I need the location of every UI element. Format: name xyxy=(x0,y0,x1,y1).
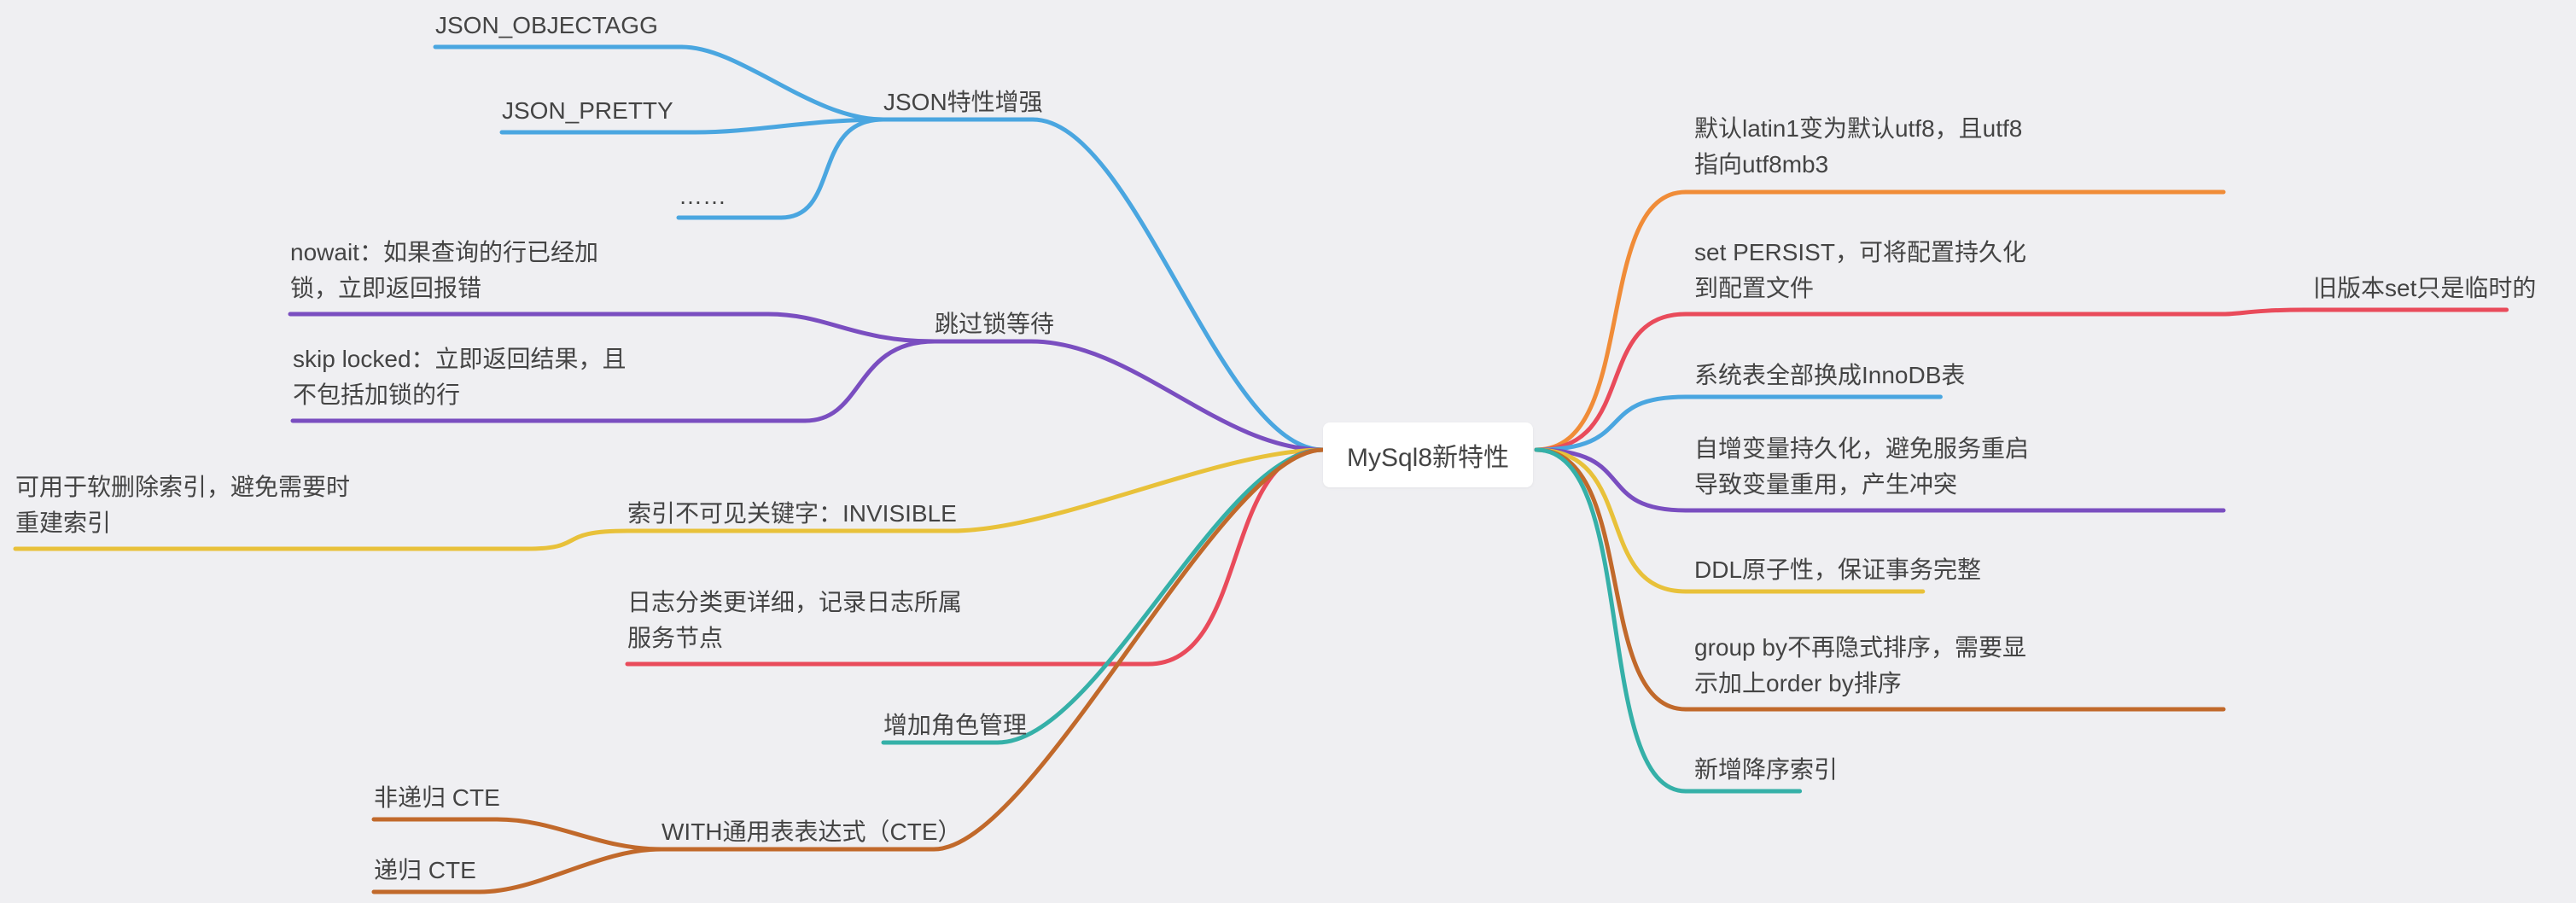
center-node: MySql8新特性 xyxy=(1323,422,1533,487)
right-branch-label: 自增变量持久化，避免服务重启导致变量重用，产生冲突 xyxy=(1694,431,2223,503)
left-child-label: JSON_PRETTY xyxy=(502,94,758,127)
right-branch-label: DDL原子性，保证事务完整 xyxy=(1694,553,2138,586)
left-branch-label: 增加角色管理 xyxy=(883,708,1139,742)
left-branch-label: 索引不可见关键字：INVISIBLE xyxy=(627,497,1139,530)
left-child-label: skip locked：立即返回结果，且不包括加锁的行 xyxy=(293,341,805,413)
left-child-label: 可用于软删除索引，避免需要时重建索引 xyxy=(15,469,527,541)
right-branch-label: set PERSIST，可将配置持久化到配置文件 xyxy=(1694,235,2223,306)
left-child-label: …… xyxy=(679,179,781,213)
left-child-label: nowait：如果查询的行已经加锁，立即返回报错 xyxy=(290,235,768,306)
left-branch-label: 跳过锁等待 xyxy=(935,307,1191,341)
right-child-label: 旧版本set只是临时的 xyxy=(2313,271,2576,305)
left-branch-label: 日志分类更详细，记录日志所属服务节点 xyxy=(627,585,1139,656)
left-branch-label: WITH通用表表达式（CTE） xyxy=(661,815,1088,848)
right-branch-label: 新增降序索引 xyxy=(1694,753,1950,786)
left-child-label: JSON_OBJECTAGG xyxy=(435,9,777,42)
left-branch-label: JSON特性增强 xyxy=(883,85,1225,119)
right-branch-label: 系统表全部换成InnoDB表 xyxy=(1694,358,2138,392)
right-branch-label: 默认latin1变为默认utf8，且utf8指向utf8mb3 xyxy=(1694,111,2223,183)
mindmap-canvas: MySql8新特性 JSON特性增强 JSON_OBJECTAGG JSON_PRET… xyxy=(0,0,2576,903)
right-branch-label: group by不再隐式排序，需要显示加上order by排序 xyxy=(1694,630,2223,702)
left-child-label: 递归 CTE xyxy=(374,853,587,887)
left-child-label: 非递归 CTE xyxy=(374,781,587,814)
